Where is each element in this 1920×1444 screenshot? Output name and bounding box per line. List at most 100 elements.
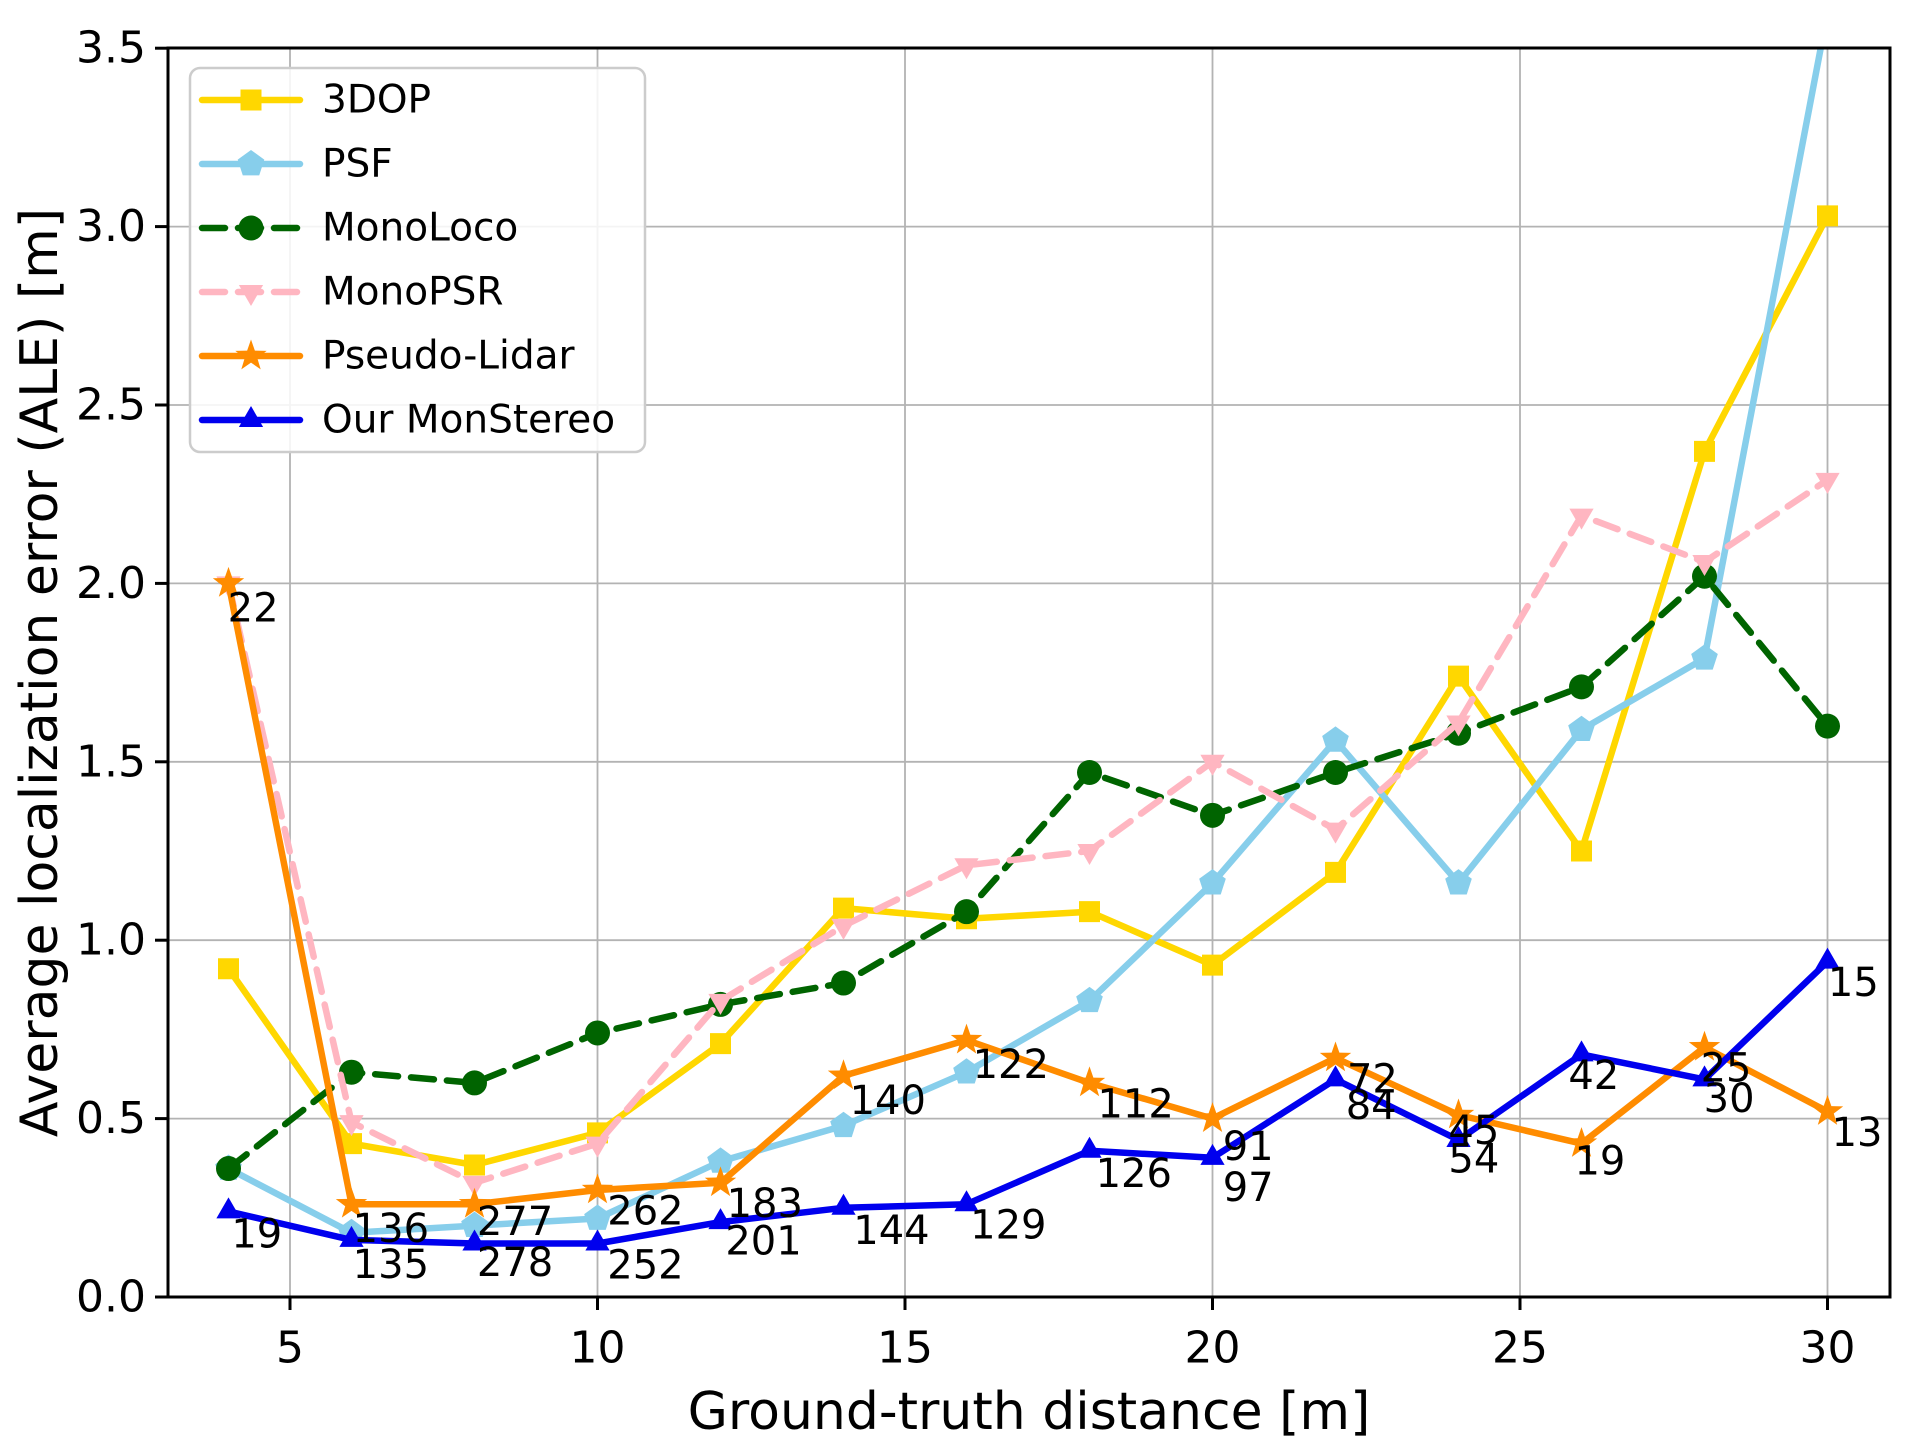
marker-our-monstereo-x8 — [462, 1229, 487, 1251]
marker-monopsr-x6 — [339, 1115, 364, 1137]
tick-label-y-4: 2.0 — [76, 558, 146, 609]
marker-3dop-x6 — [341, 1133, 362, 1155]
legend: 3DOP PSF MonoLoco MonoPSR Pseudo-Lidar Our Mo… — [188, 66, 647, 454]
annotation-count: 183 — [727, 1181, 803, 1227]
legend-label-pseudo-lidar: Pseudo-Lidar — [322, 334, 575, 379]
marker-monopsr-x14 — [831, 918, 856, 940]
marker-monoloco-x18 — [1077, 760, 1102, 786]
marker-pseudo-lidar-x18 — [1073, 1066, 1106, 1097]
tick-label-y-5: 2.5 — [76, 380, 146, 431]
legend-item-monoloco: MonoLoco — [198, 206, 518, 251]
tick-label-y-3: 1.5 — [76, 736, 146, 787]
legend-marker-our-monstereo — [238, 406, 264, 427]
marker-pseudo-lidar-x26 — [1565, 1127, 1598, 1157]
series-line-psf — [225, 48, 1825, 1237]
marker-pseudo-lidar-x4 — [212, 566, 245, 597]
marker-monoloco-x10 — [585, 1020, 610, 1046]
annotation-count: 135 — [353, 1242, 429, 1288]
annotation-count: 144 — [853, 1208, 929, 1254]
marker-monoloco-x16 — [954, 899, 979, 925]
marker-psf-x26 — [1568, 715, 1595, 742]
marker-pseudo-lidar-x30 — [1811, 1094, 1844, 1125]
tick-label-y-1: 0.5 — [76, 1093, 146, 1144]
marker-our-monstereo-x4 — [216, 1197, 241, 1219]
annotation-count: 84 — [1346, 1083, 1397, 1129]
marker-our-monstereo-x24 — [1446, 1126, 1471, 1148]
marker-monoloco-x8 — [462, 1070, 487, 1096]
marker-our-monstereo-x12 — [708, 1208, 733, 1230]
annotation-count: 97 — [1223, 1165, 1274, 1211]
annotation-count: 252 — [607, 1243, 683, 1289]
tick-label-x-10: 10 — [570, 1323, 626, 1374]
x-axis-label: Ground-truth distance [m] — [688, 1382, 1371, 1440]
annotation-count: 19 — [1574, 1138, 1625, 1184]
marker-3dop-x4 — [218, 958, 239, 980]
legend-label-monopsr: MonoPSR — [322, 270, 503, 315]
marker-monopsr-x20 — [1200, 754, 1225, 776]
annotation-count: 25 — [1701, 1046, 1752, 1092]
marker-psf-x8 — [461, 1211, 488, 1237]
series-line-our-monstereo — [225, 958, 1831, 1247]
marker-pseudo-lidar-x28 — [1688, 1030, 1721, 1061]
series-pseudo-lidar — [212, 566, 1844, 1218]
marker-monoloco-x4 — [216, 1156, 241, 1182]
tick-label-y-7: 3.5 — [76, 23, 146, 74]
marker-3dop-x8 — [464, 1154, 485, 1176]
tick-label-y-6: 3.0 — [76, 201, 146, 252]
series-layer — [212, 48, 1844, 1251]
series-psf — [215, 48, 1825, 1245]
annotation-count: 45 — [1448, 1108, 1499, 1154]
tick-marks — [155, 46, 1829, 1310]
marker-our-monstereo-x30 — [1815, 947, 1840, 969]
legend-label-psf: PSF — [322, 142, 393, 187]
marker-3dop-x20 — [1202, 954, 1223, 976]
annotation-count: 42 — [1568, 1053, 1619, 1099]
marker-3dop-x18 — [1079, 901, 1100, 923]
marker-psf-x14 — [830, 1111, 857, 1138]
marker-3dop-x14 — [833, 897, 854, 919]
marker-monopsr-x10 — [585, 1136, 610, 1158]
legend-label-our-monstereo: Our MonStereo — [322, 398, 615, 443]
legend-item-monopsr: MonoPSR — [198, 270, 503, 315]
marker-3dop-x26 — [1571, 840, 1592, 862]
series-our-monstereo — [216, 947, 1840, 1251]
marker-pseudo-lidar-x24 — [1442, 1098, 1475, 1129]
annotation-count: 136 — [353, 1206, 429, 1252]
tick-label-y-2: 1.0 — [76, 915, 146, 966]
marker-our-monstereo-x28 — [1692, 1065, 1717, 1087]
marker-psf-x12 — [707, 1147, 734, 1173]
legend-marker-monopsr — [238, 285, 264, 306]
marker-psf-x20 — [1199, 869, 1226, 895]
axes-spines — [166, 46, 1892, 1299]
annotation-count: 54 — [1448, 1137, 1499, 1183]
annotation-count: 122 — [973, 1042, 1049, 1088]
tick-label-y-0: 0.0 — [76, 1272, 146, 1323]
marker-monopsr-x16 — [954, 858, 979, 880]
marker-pseudo-lidar-x10 — [581, 1173, 614, 1204]
series-line-monoloco — [225, 573, 1831, 1172]
marker-monopsr-x30 — [1815, 472, 1840, 494]
marker-3dop-x22 — [1325, 861, 1346, 883]
legend-marker-pseudo-lidar — [235, 339, 267, 370]
marker-our-monstereo-x16 — [954, 1190, 979, 1212]
tick-label-x-15: 15 — [877, 1323, 933, 1374]
marker-our-monstereo-x20 — [1200, 1143, 1225, 1165]
marker-monoloco-x6 — [339, 1059, 364, 1085]
marker-our-monstereo-x10 — [585, 1229, 610, 1251]
legend-marker-monoloco — [238, 215, 264, 241]
marker-monoloco-x26 — [1569, 674, 1594, 700]
annotation-count: 201 — [725, 1219, 801, 1265]
legend-label-3dop: 3DOP — [322, 78, 431, 123]
marker-3dop-x24 — [1448, 665, 1469, 687]
legend-item-our-monstereo: Our MonStereo — [198, 398, 615, 443]
tick-labels: 5 10 15 20 25 300.00.51.01.52.02.53.03.5 — [76, 23, 1855, 1374]
marker-pseudo-lidar-x14 — [827, 1059, 860, 1090]
marker-3dop-x28 — [1694, 440, 1715, 462]
marker-monopsr-x26 — [1569, 508, 1594, 530]
marker-psf-x24 — [1445, 869, 1472, 895]
annotation-count: 140 — [850, 1078, 926, 1124]
marker-our-monstereo-x18 — [1077, 1136, 1102, 1158]
